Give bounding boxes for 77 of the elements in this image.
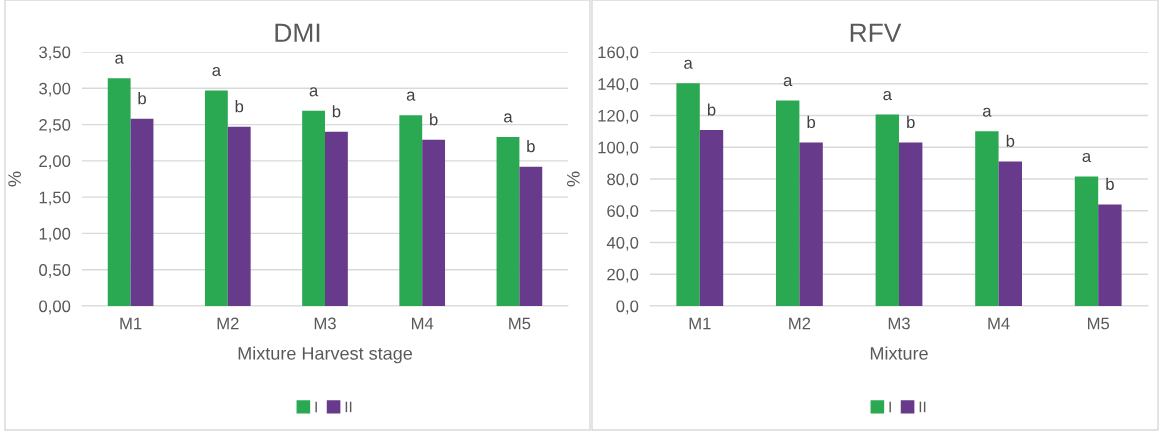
y-tick-label: 100,0	[598, 141, 639, 156]
data-label: b	[138, 92, 146, 105]
bar	[227, 126, 251, 306]
bar	[204, 90, 228, 306]
data-label: b	[1106, 177, 1114, 190]
y-tick-label: 160,0	[598, 46, 639, 61]
x-tick-label: M2	[789, 317, 811, 330]
y-tick-label: 1,00	[39, 227, 71, 242]
y-tick-label: 3,50	[39, 46, 71, 61]
bar	[1098, 204, 1122, 306]
data-label: a	[1082, 152, 1092, 163]
x-tick-label: M5	[1087, 317, 1110, 330]
x-tick-label: M3	[314, 317, 336, 330]
y-tick-label: 3,00	[39, 82, 71, 97]
y-tick-label: 2,00	[39, 155, 71, 170]
y-tick-label: 60,0	[607, 205, 639, 219]
x-tick-label: M4	[411, 317, 434, 330]
data-label: a	[783, 77, 793, 87]
bar	[775, 100, 800, 306]
data-label: a	[982, 107, 992, 117]
data-label: b	[707, 103, 716, 116]
y-tick-label: 120,0	[598, 109, 639, 124]
y-tick-label: 0,50	[39, 264, 71, 278]
data-label: b	[332, 105, 341, 118]
y-axis-title: %	[567, 171, 580, 187]
x-tick-label: M5	[509, 317, 531, 330]
chart-title: RFV	[850, 23, 902, 42]
chart-title: DMI	[275, 23, 320, 42]
bar	[998, 161, 1023, 306]
bar	[699, 130, 724, 306]
bar	[676, 83, 700, 306]
bar	[422, 139, 446, 306]
y-tick-label: 0,0	[616, 300, 639, 315]
y-tick-label: 2,50	[39, 118, 71, 133]
x-tick-label: M1	[689, 317, 711, 330]
data-label: a	[684, 59, 693, 69]
bar	[975, 131, 999, 306]
legend-label: II	[345, 401, 352, 413]
data-label: b	[430, 113, 438, 126]
x-tick-label: M4	[988, 317, 1010, 330]
bar	[325, 131, 348, 306]
data-label: b	[907, 115, 915, 129]
legend-label: II	[919, 401, 926, 413]
y-axis-title: %	[8, 171, 21, 187]
y-tick-label: 140,0	[598, 78, 639, 92]
bar	[1074, 176, 1099, 306]
data-label: a	[212, 66, 222, 77]
y-tick-label: 80,0	[607, 173, 639, 188]
bar	[875, 114, 899, 306]
bar	[799, 142, 823, 306]
y-tick-label: 20,0	[607, 268, 639, 283]
x-axis-title: Mixture Harvest stage	[238, 346, 412, 364]
data-label: a	[115, 54, 124, 64]
data-label: b	[527, 140, 535, 153]
bar	[519, 166, 543, 306]
legend-label: I	[315, 401, 317, 413]
bar	[899, 142, 923, 306]
bar	[107, 78, 131, 306]
x-tick-label: M2	[217, 317, 239, 330]
bar	[399, 115, 423, 306]
data-label: a	[883, 91, 892, 101]
data-label: b	[1006, 134, 1015, 147]
y-tick-label: 40,0	[606, 236, 639, 251]
x-axis-title: Mixture	[870, 346, 928, 360]
bar	[496, 136, 520, 306]
x-tick-label: M1	[120, 317, 142, 330]
bar	[302, 110, 325, 306]
data-label: a	[504, 113, 513, 123]
legend-label: I	[889, 401, 891, 413]
data-label: b	[807, 115, 816, 129]
data-label: b	[235, 100, 244, 113]
data-label: a	[309, 87, 319, 97]
x-tick-label: M3	[888, 317, 910, 330]
y-tick-label: 0,00	[39, 300, 71, 315]
y-tick-label: 1,50	[39, 191, 71, 206]
bar	[130, 118, 154, 306]
data-label: a	[406, 91, 416, 101]
